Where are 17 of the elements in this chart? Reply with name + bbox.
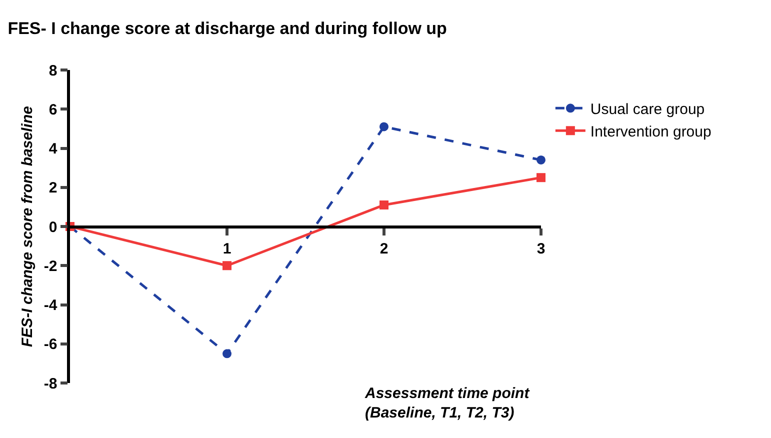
y-axis-title: FES-I change score from baseline	[19, 106, 36, 347]
x-axis-title: Assessment time point (Baseline, T1, T2, T3)	[364, 385, 530, 422]
legend-label: Usual care group	[590, 101, 705, 118]
y-tick-label: -4	[44, 297, 58, 314]
y-tick-label: -8	[44, 375, 58, 392]
y-tick-label: 8	[48, 62, 58, 80]
legend-label: Intervention group	[590, 124, 712, 141]
y-tick-label: 0	[48, 218, 58, 236]
y-tick-label: -6	[44, 336, 58, 354]
y-tick-label: 2	[48, 180, 58, 197]
y-tick-label: -2	[44, 258, 58, 275]
x-tick-label: 3	[536, 240, 546, 258]
y-tick-label: 4	[48, 140, 58, 158]
chart-title: FES- I change score at discharge and during follow up	[8, 18, 447, 38]
y-tick-label: 6	[48, 101, 58, 118]
x-tick-label: 1	[222, 240, 232, 258]
x-tick-label: 2	[380, 240, 388, 258]
